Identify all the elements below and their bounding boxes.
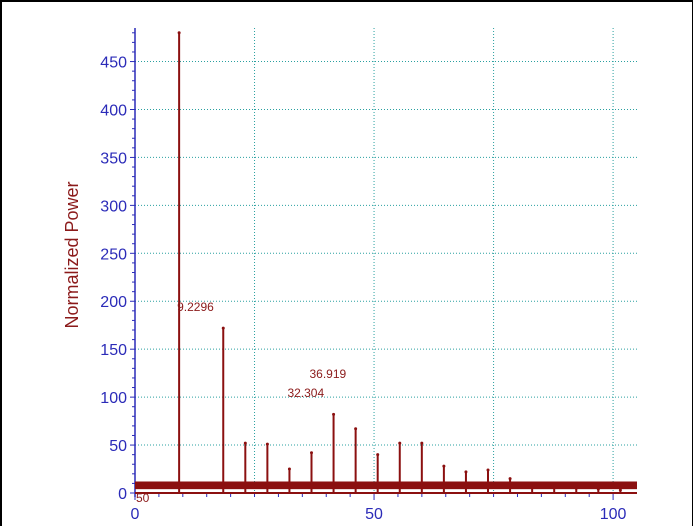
spectrum-bars [177,31,622,493]
y-tick-label-400: 400 [100,102,127,119]
grid-lines [135,28,637,493]
y-tick-label-150: 150 [100,342,127,359]
y-axis-label: Normalized Power [62,181,82,328]
data-label-1: 36.919 [310,367,347,381]
peak-marker-0 [177,31,181,35]
peak-marker-14 [508,477,512,481]
peak-marker-5 [310,451,314,455]
x-tick-label-50: 50 [365,506,383,523]
peak-marker-13 [486,468,490,472]
noise-floor-band [135,481,637,490]
peak-marker-19 [618,488,622,492]
peak-marker-2 [243,441,247,445]
y-tick-label-100: 100 [100,390,127,407]
peak-marker-4 [287,467,291,471]
x-tick-label-100: 100 [600,506,627,523]
y-tick-label-200: 200 [100,294,127,311]
peak-marker-11 [442,464,446,468]
peak-marker-12 [464,470,468,474]
origin-label: 50 [136,491,150,505]
y-tick-label-300: 300 [100,198,127,215]
y-tick-label-250: 250 [100,246,127,263]
y-tick-label-50: 50 [109,438,127,455]
y-tick-label-450: 450 [100,55,127,72]
x-tick-label-0: 0 [131,506,140,523]
peak-marker-10 [420,441,424,445]
data-label-2: 32.304 [287,386,324,400]
peak-marker-9 [398,441,402,445]
baseline-band [135,481,637,494]
peak-marker-3 [265,442,269,446]
x-axis: 0 50 100 [131,493,627,523]
peak-marker-1 [221,326,225,330]
y-axis: 0 50 100 150 200 250 300 350 400 450 [100,28,136,503]
y-tick-label-350: 350 [100,150,127,167]
peak-marker-6 [332,412,336,416]
peak-marker-8 [376,453,380,457]
peak-marker-7 [354,427,358,431]
y-tick-label-0: 0 [118,486,127,503]
data-label-0: 9.2296 [177,300,214,314]
data-labels: 9.2296 36.919 32.304 [177,300,346,400]
